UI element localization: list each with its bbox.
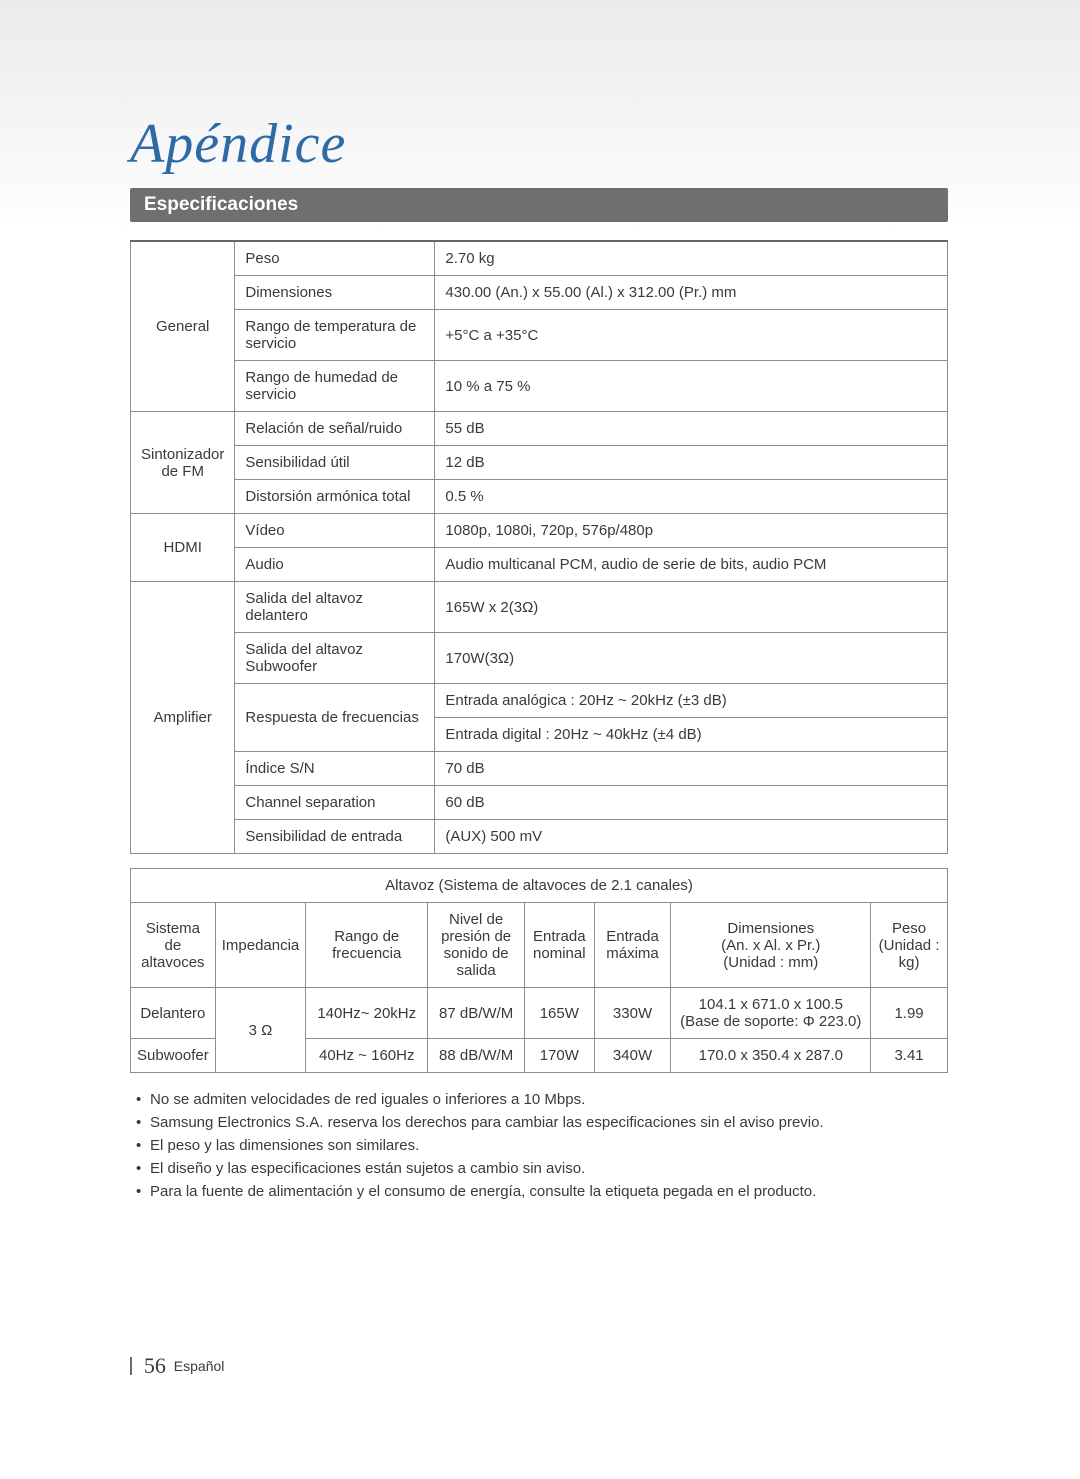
column-header: Nivel de presión de sonido de salida [428, 903, 525, 988]
footer-language: Español [174, 1358, 225, 1374]
param-value: Entrada digital : 20Hz ~ 40kHz (±4 dB) [435, 718, 948, 752]
table-row: General Peso 2.70 kg [131, 241, 948, 276]
param-value: 60 dB [435, 786, 948, 820]
param-value: 1080p, 1080i, 720p, 576p/480p [435, 514, 948, 548]
column-header: Dimensiones (An. x Al. x Pr.) (Unidad : … [671, 903, 871, 988]
cell: 1.99 [871, 988, 948, 1039]
param-value: 12 dB [435, 446, 948, 480]
column-header: Peso (Unidad : kg) [871, 903, 948, 988]
cell: 170.0 x 350.4 x 287.0 [671, 1039, 871, 1073]
cell: Subwoofer [131, 1039, 216, 1073]
cell: 88 dB/W/M [428, 1039, 525, 1073]
cell: 40Hz ~ 160Hz [306, 1039, 428, 1073]
param-label: Distorsión armónica total [235, 480, 435, 514]
param-value: 0.5 % [435, 480, 948, 514]
table-row: Sensibilidad útil 12 dB [131, 446, 948, 480]
param-value: 170W(3Ω) [435, 633, 948, 684]
param-value: Entrada analógica : 20Hz ~ 20kHz (±3 dB) [435, 684, 948, 718]
cell: 140Hz~ 20kHz [306, 988, 428, 1039]
cell: 165W [525, 988, 595, 1039]
param-label: Índice S/N [235, 752, 435, 786]
page-title: Apéndice [130, 112, 346, 176]
param-label: Dimensiones [235, 276, 435, 310]
param-label: Salida del altavoz Subwoofer [235, 633, 435, 684]
table-row: Rango de temperatura de servicio +5°C a … [131, 310, 948, 361]
param-label: Peso [235, 241, 435, 276]
param-value: 70 dB [435, 752, 948, 786]
specifications-table: General Peso 2.70 kg Dimensiones 430.00 … [130, 240, 948, 854]
param-value: +5°C a +35°C [435, 310, 948, 361]
cell: 170W [525, 1039, 595, 1073]
table-row: Distorsión armónica total 0.5 % [131, 480, 948, 514]
param-label: Rango de temperatura de servicio [235, 310, 435, 361]
cell: Delantero [131, 988, 216, 1039]
group-label: Amplifier [131, 582, 235, 854]
param-value: 10 % a 75 % [435, 361, 948, 412]
speaker-table: Altavoz (Sistema de altavoces de 2.1 can… [130, 868, 948, 1073]
table-row: HDMI Vídeo 1080p, 1080i, 720p, 576p/480p [131, 514, 948, 548]
table-row: Sintonizador de FM Relación de señal/rui… [131, 412, 948, 446]
param-label: Sensibilidad útil [235, 446, 435, 480]
notes-list: No se admiten velocidades de red iguales… [130, 1091, 948, 1200]
param-label: Respuesta de frecuencias [235, 684, 435, 752]
cell: 104.1 x 671.0 x 100.5 (Base de soporte: … [671, 988, 871, 1039]
param-value: Audio multicanal PCM, audio de serie de … [435, 548, 948, 582]
table-row: Altavoz (Sistema de altavoces de 2.1 can… [131, 869, 948, 903]
cell: 3.41 [871, 1039, 948, 1073]
section-heading-bar: Especificaciones [130, 188, 948, 222]
param-label: Sensibilidad de entrada [235, 820, 435, 854]
param-label: Channel separation [235, 786, 435, 820]
table-row: Channel separation 60 dB [131, 786, 948, 820]
list-item: El peso y las dimensiones son similares. [136, 1137, 948, 1154]
param-value: 2.70 kg [435, 241, 948, 276]
list-item: Para la fuente de alimentación y el cons… [136, 1183, 948, 1200]
param-value: 430.00 (An.) x 55.00 (Al.) x 312.00 (Pr.… [435, 276, 948, 310]
cell: 330W [594, 988, 671, 1039]
content: General Peso 2.70 kg Dimensiones 430.00 … [130, 240, 948, 1206]
cell: 340W [594, 1039, 671, 1073]
table-row: Salida del altavoz Subwoofer 170W(3Ω) [131, 633, 948, 684]
column-header: Rango de frecuencia [306, 903, 428, 988]
column-header: Sistema de altavoces [131, 903, 216, 988]
page: Apéndice Especificaciones General Peso 2… [0, 0, 1080, 1479]
param-label: Audio [235, 548, 435, 582]
cell: 3 Ω [215, 988, 306, 1073]
group-label: General [131, 241, 235, 412]
list-item: Samsung Electronics S.A. reserva los der… [136, 1114, 948, 1131]
table-header-row: Sistema de altavoces Impedancia Rango de… [131, 903, 948, 988]
column-header: Entrada nominal [525, 903, 595, 988]
section-heading: Especificaciones [144, 194, 298, 216]
page-footer: 56 Español [130, 1353, 224, 1379]
list-item: No se admiten velocidades de red iguales… [136, 1091, 948, 1108]
param-value: (AUX) 500 mV [435, 820, 948, 854]
group-label: HDMI [131, 514, 235, 582]
param-label: Rango de humedad de servicio [235, 361, 435, 412]
table-row: Índice S/N 70 dB [131, 752, 948, 786]
speaker-table-title: Altavoz (Sistema de altavoces de 2.1 can… [131, 869, 948, 903]
param-label: Vídeo [235, 514, 435, 548]
param-label: Salida del altavoz delantero [235, 582, 435, 633]
param-value: 165W x 2(3Ω) [435, 582, 948, 633]
group-label: Sintonizador de FM [131, 412, 235, 514]
page-number: 56 [144, 1353, 166, 1378]
column-header: Impedancia [215, 903, 306, 988]
param-value: 55 dB [435, 412, 948, 446]
table-row: Sensibilidad de entrada (AUX) 500 mV [131, 820, 948, 854]
table-row: Amplifier Salida del altavoz delantero 1… [131, 582, 948, 633]
table-row: Delantero 3 Ω 140Hz~ 20kHz 87 dB/W/M 165… [131, 988, 948, 1039]
table-row: Rango de humedad de servicio 10 % a 75 % [131, 361, 948, 412]
param-label: Relación de señal/ruido [235, 412, 435, 446]
table-row: Audio Audio multicanal PCM, audio de ser… [131, 548, 948, 582]
column-header: Entrada máxima [594, 903, 671, 988]
list-item: El diseño y las especificaciones están s… [136, 1160, 948, 1177]
table-row: Respuesta de frecuencias Entrada analógi… [131, 684, 948, 718]
cell: 87 dB/W/M [428, 988, 525, 1039]
footer-divider [130, 1357, 132, 1375]
table-row: Dimensiones 430.00 (An.) x 55.00 (Al.) x… [131, 276, 948, 310]
